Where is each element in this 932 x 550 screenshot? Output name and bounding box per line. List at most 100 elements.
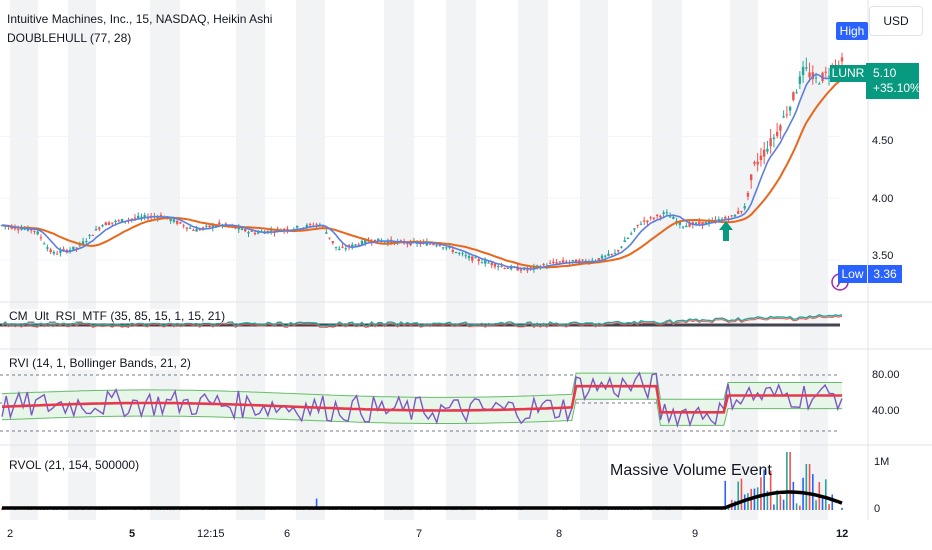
candle-body — [824, 71, 827, 73]
volume-bar — [795, 503, 798, 510]
candle-body — [604, 255, 607, 257]
candle-body — [461, 253, 464, 255]
candle-body — [801, 66, 805, 76]
rsi-pane-label[interactable]: CM_Ult_RSI_MTF (35, 85, 15, 1, 15, 21) — [7, 309, 228, 323]
volume-bar — [824, 479, 827, 510]
candle-body — [500, 265, 503, 267]
candle-body — [52, 251, 56, 254]
rvi-upper-band — [1, 372, 842, 400]
candle-body — [175, 220, 179, 224]
candle-body — [399, 240, 403, 242]
candle-body — [652, 217, 656, 219]
last-price: 5.10 — [873, 66, 897, 80]
volume-bar — [799, 505, 801, 510]
candle-body — [672, 216, 675, 219]
candle-body — [788, 106, 792, 111]
candle-body — [198, 229, 202, 231]
candle-body — [636, 224, 639, 226]
candle-body — [341, 246, 344, 248]
candle-body — [775, 131, 779, 136]
candle-body — [237, 227, 240, 230]
candle-body — [360, 240, 364, 246]
time-label-6: 6 — [284, 528, 291, 540]
candle-body — [740, 210, 743, 212]
candle-body — [487, 262, 490, 264]
candle-body — [169, 218, 172, 221]
candle-body — [701, 221, 704, 226]
time-label-7: 7 — [416, 528, 423, 540]
time-label-2: 2 — [7, 528, 14, 540]
candle-body — [772, 137, 776, 140]
volume-bar — [815, 500, 817, 510]
candle-body — [769, 138, 772, 147]
rvi-pane-label[interactable]: RVI (14, 1, Bollinger Bands, 21, 2) — [7, 356, 193, 370]
candle-body — [782, 116, 785, 118]
candle-body — [467, 256, 471, 259]
candle-body — [286, 228, 289, 231]
candle-body — [620, 246, 623, 248]
candle-body — [477, 259, 480, 262]
candle-body — [85, 240, 88, 242]
candle-body — [20, 228, 23, 230]
candle-body — [633, 228, 636, 230]
candle-body — [480, 262, 484, 264]
candle-body — [94, 229, 98, 231]
volume-bar — [789, 452, 791, 510]
candle-body — [814, 77, 818, 79]
time-label-1215: 12:15 — [197, 528, 225, 540]
candle-body — [451, 249, 455, 252]
candle-body — [749, 174, 753, 181]
rvol-pane-label[interactable]: RVOL (21, 154, 500000) — [7, 458, 142, 472]
candle-body — [805, 67, 808, 69]
candle-body — [613, 252, 617, 254]
candle-body — [334, 246, 338, 248]
candle-body — [29, 229, 33, 231]
rvol-tick-1m: 1M — [874, 456, 890, 468]
candle-body — [377, 238, 380, 242]
volume-bar — [805, 464, 808, 510]
candle-body — [574, 259, 578, 264]
candle-body — [438, 245, 442, 247]
candle-body — [827, 75, 831, 77]
candle-body — [623, 240, 626, 243]
hull-slow-line — [1, 77, 843, 269]
candle-body — [338, 248, 341, 251]
candle-body — [458, 252, 461, 254]
currency-button[interactable]: USD — [869, 6, 923, 36]
candle-body — [344, 248, 347, 250]
candle-body — [386, 241, 390, 244]
candle-body — [629, 233, 633, 235]
volume-bar — [786, 452, 788, 510]
candle-body — [428, 243, 432, 245]
candle-body — [792, 92, 795, 100]
candle-body — [201, 227, 205, 229]
volume-bar — [812, 474, 814, 510]
candle-body — [808, 72, 811, 78]
candle-body — [506, 268, 510, 270]
candle-body — [257, 232, 260, 234]
candle-body — [662, 212, 665, 214]
candle-body — [474, 257, 477, 259]
candle-body — [351, 244, 354, 248]
candle-body — [785, 114, 789, 116]
candle-body — [681, 226, 685, 228]
candle-body — [295, 225, 299, 228]
candle-body — [364, 240, 367, 244]
candle-body — [325, 232, 328, 234]
candle-body — [435, 245, 438, 247]
volume-bar — [773, 504, 775, 510]
candle-body — [610, 253, 613, 255]
candle-body — [104, 222, 107, 226]
candle-body — [172, 219, 176, 222]
indicator-label[interactable]: DOUBLEHULL (77, 28) — [7, 31, 132, 45]
candle-body — [357, 244, 360, 246]
time-label-8: 8 — [556, 528, 563, 540]
last-price-badge: 5.10 +35.10% — [866, 63, 921, 99]
candle-body — [247, 232, 250, 234]
candle-body — [665, 212, 669, 214]
candle-body — [188, 227, 192, 229]
candle-body — [133, 217, 137, 219]
candle-body — [373, 239, 377, 243]
candle-body — [724, 216, 727, 219]
